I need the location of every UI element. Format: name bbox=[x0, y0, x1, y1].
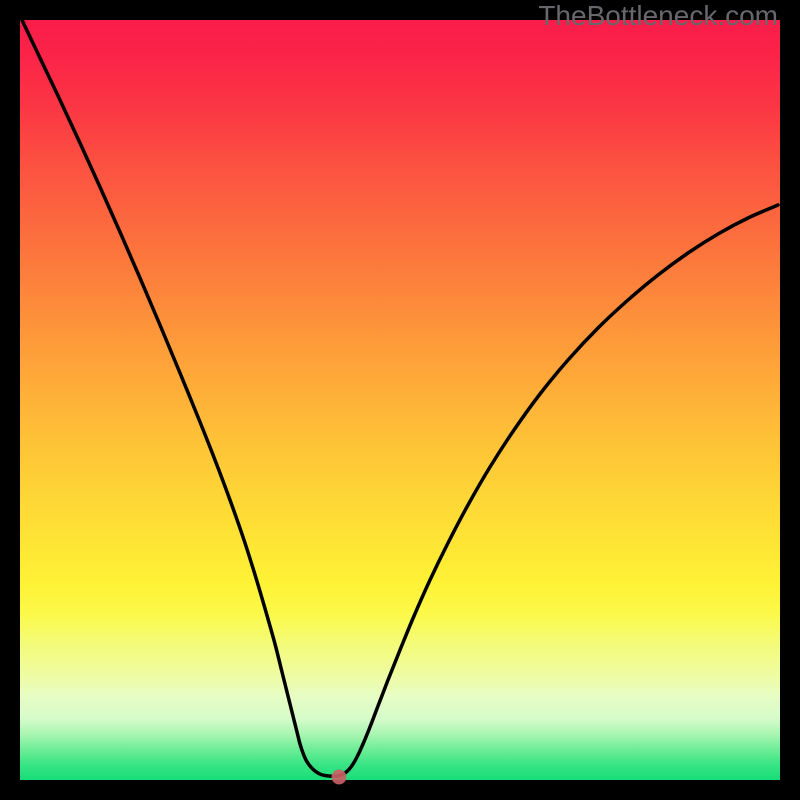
watermark-text: TheBottleneck.com bbox=[538, 0, 778, 32]
chart-frame: TheBottleneck.com bbox=[0, 0, 800, 800]
minimum-marker bbox=[332, 770, 347, 785]
curve-layer bbox=[0, 0, 800, 800]
bottleneck-curve bbox=[22, 20, 778, 776]
